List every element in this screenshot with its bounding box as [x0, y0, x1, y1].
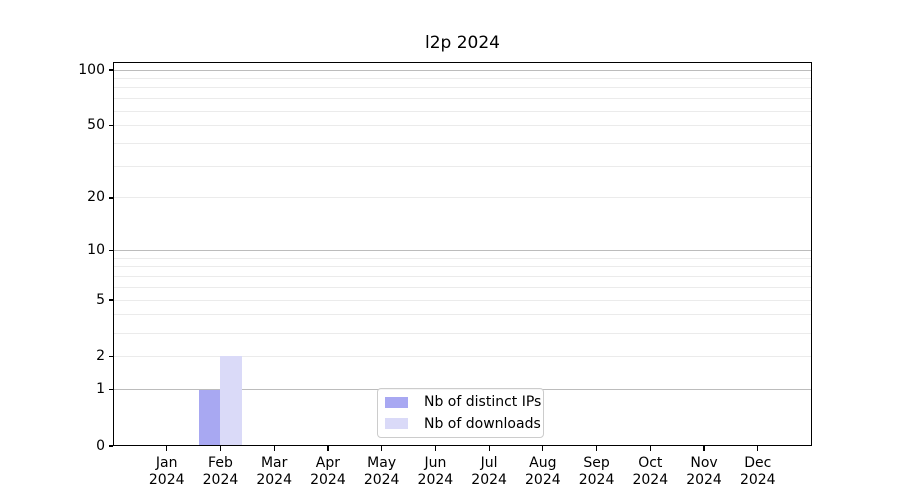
bar-nb-of-downloads: [220, 356, 242, 446]
legend-label: Nb of distinct IPs: [424, 394, 542, 411]
grid-line-minor: [114, 286, 811, 288]
x-tick: [703, 446, 705, 451]
grid-line-minor: [114, 332, 811, 334]
grid-line-minor: [114, 299, 811, 301]
y-tick-label: 0: [96, 437, 105, 454]
x-tick: [542, 446, 544, 451]
grid-line-minor: [114, 98, 811, 100]
x-tick: [166, 446, 168, 451]
x-tick-label: Jun 2024: [417, 455, 454, 488]
x-tick: [488, 446, 490, 451]
grid-line-minor: [114, 125, 811, 127]
y-tick: [108, 250, 113, 252]
grid-line-major: [114, 250, 811, 252]
y-tick-label: 1: [96, 381, 105, 398]
x-tick: [595, 446, 598, 451]
y-tick: [108, 197, 113, 199]
y-tick: [108, 445, 113, 447]
chart-title: l2p 2024: [425, 33, 500, 53]
legend-label: Nb of downloads: [424, 415, 541, 432]
x-tick-label: Feb 2024: [202, 455, 239, 488]
y-tick-label: 20: [87, 189, 105, 206]
x-tick: [219, 446, 222, 451]
grid-line-minor: [114, 87, 811, 89]
grid-line-minor: [114, 165, 811, 167]
legend-item: Nb of distinct IPs: [385, 392, 541, 412]
y-tick-label: 2: [96, 347, 105, 364]
x-tick-label: Sep 2024: [578, 455, 615, 488]
y-tick-label: 5: [96, 291, 105, 308]
grid-line-minor: [114, 142, 811, 144]
grid-line-minor: [114, 355, 811, 357]
legend-swatch: [385, 418, 408, 429]
plot-border: [113, 61, 812, 446]
y-tick: [108, 125, 113, 127]
x-tick-label: Aug 2024: [525, 455, 561, 488]
y-tick: [108, 299, 113, 301]
x-tick-label: Jan 2024: [148, 455, 185, 488]
legend: Nb of distinct IPs Nb of downloads: [377, 388, 544, 438]
x-tick-label: Dec 2024: [739, 455, 776, 488]
x-tick: [434, 446, 436, 451]
x-tick: [649, 446, 651, 451]
x-tick-label: Apr 2024: [310, 455, 346, 488]
y-tick: [108, 69, 113, 71]
x-tick-label: Oct 2024: [632, 455, 669, 488]
x-tick: [273, 446, 275, 451]
bar-nb-of-distinct-ips: [198, 389, 221, 446]
y-tick: [108, 388, 113, 391]
grid-line-minor: [114, 257, 811, 259]
grid-line-major: [114, 69, 811, 71]
grid-line-minor: [114, 110, 811, 112]
grid-line-minor: [114, 77, 811, 79]
y-tick-label: 10: [87, 242, 105, 259]
x-tick: [327, 446, 329, 451]
x-tick-label: Mar 2024: [256, 455, 292, 488]
legend-item: Nb of downloads: [385, 414, 541, 434]
grid-line-minor: [114, 276, 811, 278]
x-tick-label: Jul 2024: [471, 455, 507, 488]
x-tick-label: May 2024: [363, 455, 400, 488]
y-tick-label: 50: [87, 117, 105, 134]
grid-line-minor: [114, 314, 811, 316]
grid-line-minor: [114, 266, 811, 268]
x-tick-label: Nov 2024: [686, 455, 722, 488]
x-tick: [381, 446, 383, 451]
x-tick: [757, 446, 759, 451]
y-tick: [108, 355, 113, 358]
y-tick-label: 100: [78, 61, 105, 78]
grid-line-minor: [114, 197, 811, 199]
legend-swatch: [385, 397, 408, 408]
